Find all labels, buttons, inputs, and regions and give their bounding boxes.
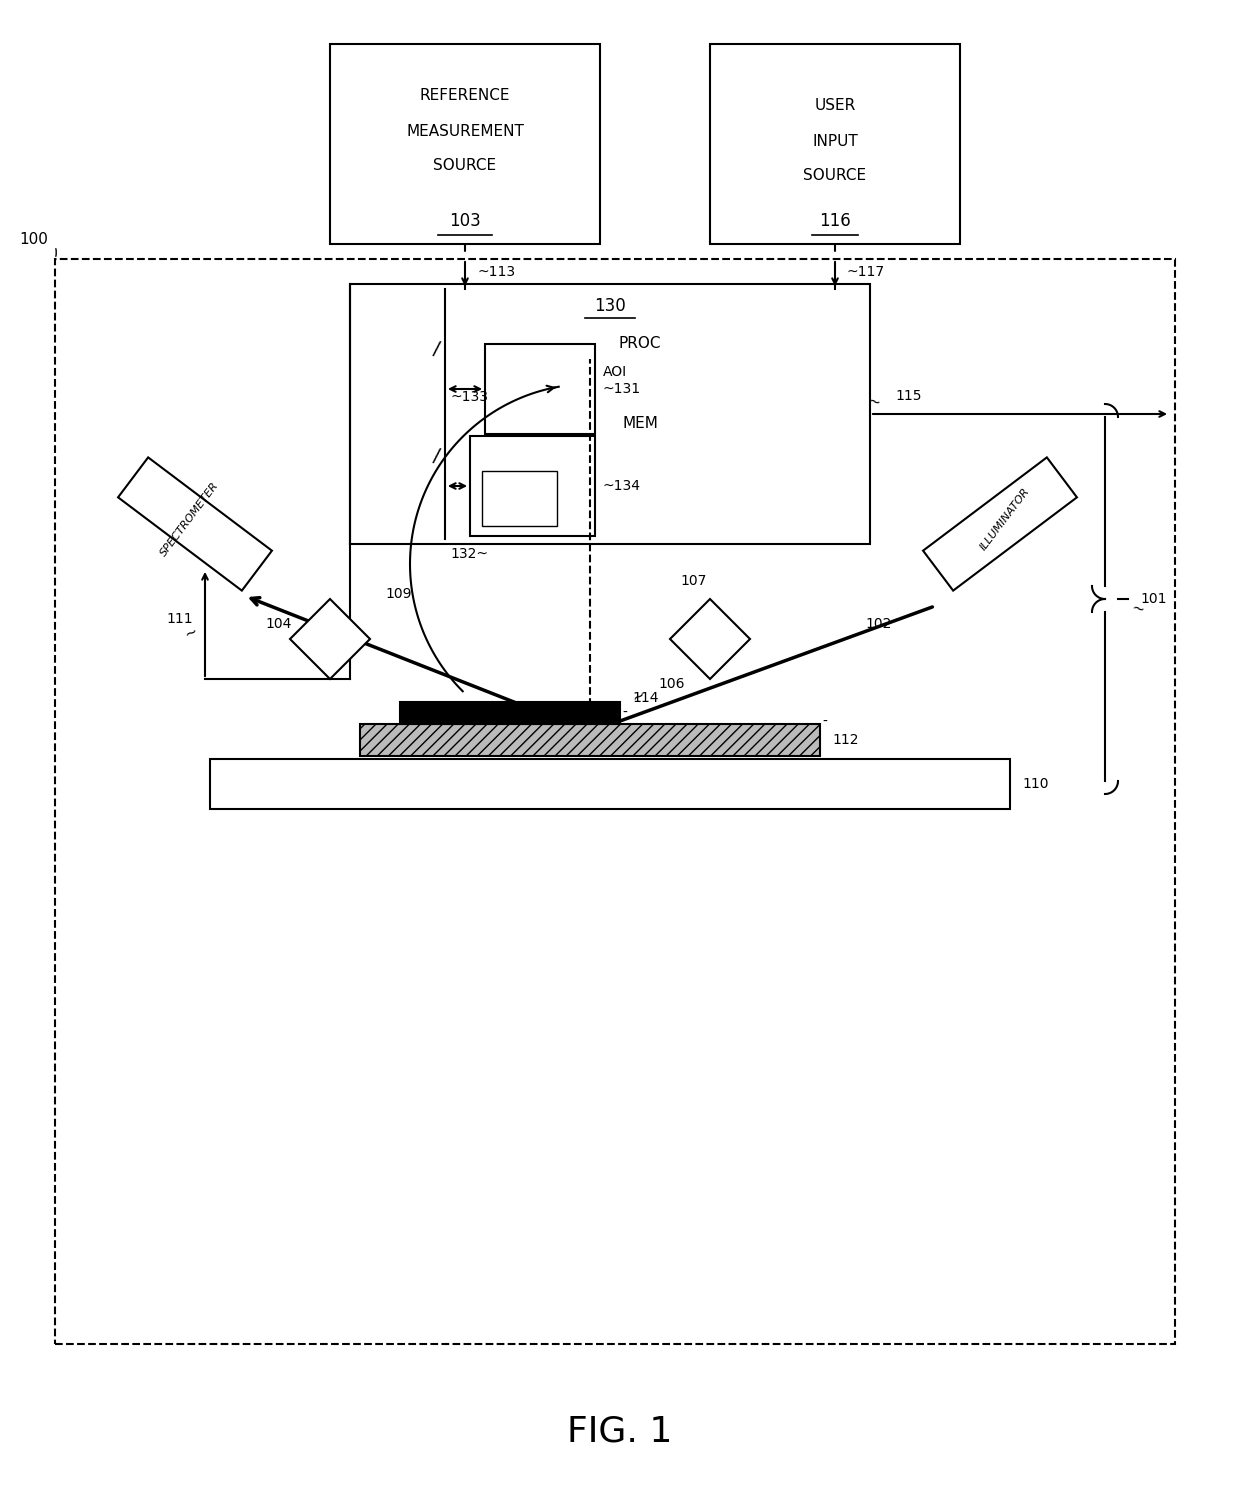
Text: ~113: ~113 xyxy=(477,264,515,279)
Text: REFERENCE: REFERENCE xyxy=(420,88,510,103)
Bar xyxy=(330,43,600,244)
Text: USER: USER xyxy=(815,99,856,114)
Text: PROC: PROC xyxy=(619,336,661,351)
Text: 116: 116 xyxy=(820,212,851,230)
Text: ~131: ~131 xyxy=(603,382,641,396)
Text: 106: 106 xyxy=(658,677,684,692)
Text: FIG. 1: FIG. 1 xyxy=(568,1415,672,1449)
Text: SOURCE: SOURCE xyxy=(804,169,867,184)
Bar xyxy=(210,759,1011,808)
Text: 111: 111 xyxy=(166,613,193,626)
Text: 132~: 132~ xyxy=(450,547,489,562)
Polygon shape xyxy=(290,599,370,678)
Polygon shape xyxy=(923,457,1076,590)
Text: ~: ~ xyxy=(549,717,568,737)
Bar xyxy=(55,258,1176,1345)
Text: 115: 115 xyxy=(895,388,921,403)
Text: 112: 112 xyxy=(832,734,858,747)
Text: MEM: MEM xyxy=(622,417,658,432)
Text: MEASUREMENT: MEASUREMENT xyxy=(405,124,525,139)
Text: 107: 107 xyxy=(680,574,707,589)
Bar xyxy=(401,702,620,725)
Text: SOURCE: SOURCE xyxy=(434,158,496,173)
Text: ILLUMINATOR: ILLUMINATOR xyxy=(978,486,1032,553)
Bar xyxy=(360,725,820,756)
Text: ~133: ~133 xyxy=(450,390,489,403)
Text: -: - xyxy=(622,707,627,720)
Text: ~: ~ xyxy=(866,393,882,411)
Text: ~: ~ xyxy=(630,686,649,705)
Text: 100: 100 xyxy=(19,232,48,247)
Text: 130: 130 xyxy=(594,297,626,315)
Text: /: / xyxy=(432,339,441,359)
Text: ~: ~ xyxy=(182,623,200,641)
Polygon shape xyxy=(670,599,750,678)
Text: -: - xyxy=(822,716,827,729)
Bar xyxy=(470,436,595,536)
Bar xyxy=(711,43,960,244)
Text: 114: 114 xyxy=(632,692,658,705)
Text: ~: ~ xyxy=(1130,601,1146,619)
Text: AOI: AOI xyxy=(603,365,627,379)
Text: /: / xyxy=(432,447,441,466)
Text: ~134: ~134 xyxy=(603,480,641,493)
Text: INPUT: INPUT xyxy=(812,133,858,148)
Text: 101: 101 xyxy=(1140,592,1167,607)
Text: 103: 103 xyxy=(449,212,481,230)
Bar xyxy=(485,344,595,433)
Bar xyxy=(482,471,557,526)
Text: ~117: ~117 xyxy=(847,264,885,279)
Text: 102: 102 xyxy=(866,617,892,630)
Polygon shape xyxy=(118,457,272,590)
Text: 109: 109 xyxy=(384,587,412,601)
Text: 104: 104 xyxy=(265,617,291,630)
Text: SPECTROMETER: SPECTROMETER xyxy=(159,480,221,557)
Text: 108: 108 xyxy=(528,707,556,722)
Text: 110: 110 xyxy=(1022,777,1049,790)
Bar xyxy=(350,284,870,544)
